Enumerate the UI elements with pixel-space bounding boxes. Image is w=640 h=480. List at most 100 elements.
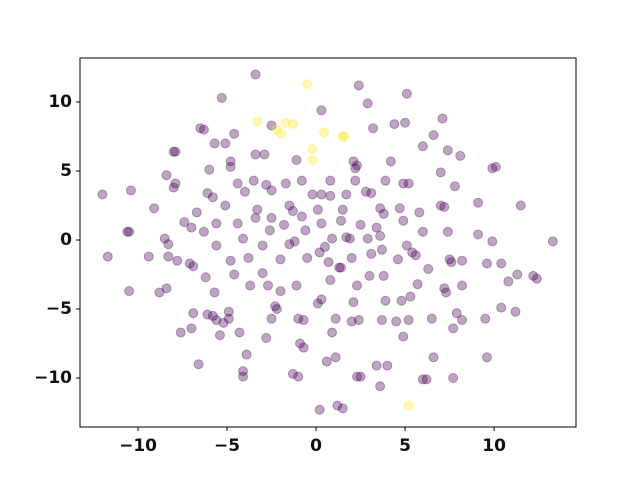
point — [220, 138, 231, 149]
point — [400, 117, 411, 128]
point — [503, 276, 514, 287]
point — [163, 239, 174, 250]
point — [355, 371, 366, 382]
point — [154, 287, 165, 298]
point — [316, 105, 327, 116]
point — [444, 254, 455, 265]
point — [375, 230, 386, 241]
point — [275, 286, 286, 297]
point — [380, 295, 391, 306]
point — [352, 280, 363, 291]
point — [257, 268, 268, 279]
point — [352, 160, 363, 171]
point — [275, 128, 286, 139]
point — [239, 186, 250, 197]
point — [245, 280, 256, 291]
point — [362, 98, 373, 109]
x-tick-label: 0 — [310, 436, 322, 456]
point — [423, 263, 434, 274]
point — [412, 279, 423, 290]
point — [487, 236, 498, 247]
point — [457, 280, 468, 291]
y-tick-label: 5 — [60, 161, 72, 181]
point — [209, 138, 220, 149]
y-tick-label: 10 — [48, 92, 72, 112]
point — [261, 332, 272, 343]
point — [295, 338, 306, 349]
point — [487, 163, 498, 174]
point — [296, 175, 307, 186]
point — [451, 308, 462, 319]
point — [234, 327, 245, 338]
point — [392, 254, 403, 265]
point — [396, 295, 407, 306]
point — [515, 200, 526, 211]
point — [348, 156, 359, 167]
point — [284, 200, 295, 211]
point — [350, 175, 361, 186]
point — [314, 247, 325, 258]
point — [202, 188, 213, 199]
point — [512, 269, 523, 280]
point — [291, 154, 302, 165]
point — [186, 222, 197, 233]
point — [346, 316, 357, 327]
plot-frame — [79, 57, 577, 428]
point — [473, 229, 484, 240]
point — [229, 128, 240, 139]
point — [289, 236, 300, 247]
point — [439, 283, 450, 294]
point — [426, 313, 437, 324]
point — [350, 163, 361, 174]
point — [403, 178, 414, 189]
point — [455, 150, 466, 161]
point — [229, 269, 240, 280]
y-tick-label: 0 — [60, 230, 72, 250]
point — [449, 181, 460, 192]
point — [510, 306, 521, 317]
point — [378, 208, 389, 219]
point — [457, 255, 468, 266]
point — [337, 403, 348, 414]
point — [364, 270, 375, 281]
point — [314, 404, 325, 415]
point — [188, 261, 199, 272]
point — [417, 374, 428, 385]
point — [223, 306, 234, 317]
point — [325, 175, 336, 186]
point — [446, 257, 457, 268]
point — [191, 207, 202, 218]
point — [375, 203, 386, 214]
point — [238, 366, 249, 377]
point — [339, 131, 350, 142]
point — [287, 119, 298, 130]
point — [366, 248, 377, 259]
point — [250, 149, 261, 160]
point — [241, 349, 252, 360]
point — [417, 141, 428, 152]
point — [403, 400, 414, 411]
point — [327, 233, 338, 244]
point — [259, 149, 270, 160]
point — [287, 206, 298, 217]
point — [211, 218, 222, 229]
x-tick-label: 10 — [482, 436, 506, 456]
point — [316, 218, 327, 229]
point — [266, 313, 277, 324]
point — [341, 189, 352, 200]
point — [211, 240, 222, 251]
point — [334, 262, 345, 273]
point — [405, 291, 416, 302]
point — [204, 164, 215, 175]
point — [266, 120, 277, 131]
point — [435, 167, 446, 178]
point — [261, 179, 272, 190]
point — [250, 212, 261, 223]
point — [296, 211, 307, 222]
point — [263, 280, 274, 291]
point — [284, 239, 295, 250]
point — [149, 203, 160, 214]
point — [414, 207, 425, 218]
point — [179, 217, 190, 228]
